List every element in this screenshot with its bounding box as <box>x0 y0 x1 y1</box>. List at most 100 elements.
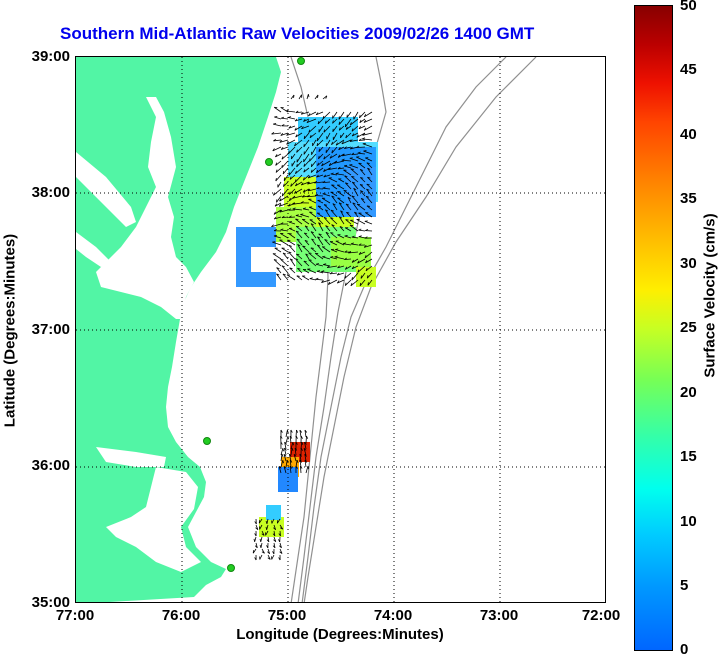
velocity-arrow-head <box>308 113 311 117</box>
velocity-arrow <box>302 269 310 274</box>
velocity-arrow <box>297 267 303 274</box>
velocity-arrow <box>296 275 303 281</box>
velocity-arrow <box>274 116 282 120</box>
velocity-arrow-head <box>325 231 329 234</box>
velocity-arrow-head <box>289 267 293 270</box>
velocity-arrow <box>342 153 352 157</box>
velocity-arrow <box>305 253 310 260</box>
velocity-vectors <box>252 94 373 561</box>
x-tick: 74:00 <box>373 607 413 624</box>
velocity-arrow-head <box>272 551 275 555</box>
y-tick: 39:00 <box>31 48 70 65</box>
velocity-arrow <box>366 272 373 279</box>
velocity-arrow <box>290 448 293 456</box>
velocity-arrow <box>308 252 317 260</box>
velocity-arrow-head <box>358 126 362 130</box>
velocity-arrow-head <box>275 154 278 158</box>
velocity-arrow-head <box>305 253 309 256</box>
velocity-arrow-head <box>286 141 289 145</box>
velocity-arrow <box>338 202 345 211</box>
velocity-arrow <box>289 258 296 267</box>
velocity-arrow-head <box>297 243 301 247</box>
velocity-arrow <box>332 111 338 119</box>
velocity-arrow <box>367 167 373 176</box>
velocity-arrow-head <box>304 459 308 463</box>
velocity-arrow-head <box>309 158 311 162</box>
velocity-arrow <box>339 226 345 232</box>
velocity-arrow <box>317 160 324 166</box>
velocity-arrow <box>303 174 310 181</box>
velocity-arrow-head <box>314 180 318 184</box>
y-tick: 35:00 <box>31 594 70 611</box>
velocity-arrow <box>281 153 289 160</box>
velocity-arrow-head <box>328 167 331 170</box>
velocity-arrow-head <box>365 260 368 264</box>
velocity-arrow-head <box>357 151 361 154</box>
velocity-arrow <box>316 111 324 116</box>
velocity-arrow-head <box>316 142 319 147</box>
velocity-arrow <box>295 167 303 174</box>
velocity-arrow <box>295 225 303 232</box>
velocity-arrow-head <box>303 163 306 167</box>
velocity-arrow <box>297 244 303 253</box>
velocity-arrow <box>330 217 338 225</box>
velocity-arrow <box>281 146 289 150</box>
velocity-arrow <box>328 167 338 170</box>
velocity-arrow-head <box>253 538 256 542</box>
velocity-arrow <box>358 236 366 239</box>
velocity-arrow <box>316 167 324 174</box>
velocity-arrow <box>322 111 331 120</box>
velocity-arrow-head <box>280 429 283 433</box>
velocity-arrow <box>304 454 307 462</box>
velocity-arrow <box>317 200 324 204</box>
velocity-arrow-head <box>282 252 287 255</box>
velocity-arrow-head <box>309 134 312 138</box>
velocity-arrow-head <box>342 153 345 157</box>
velocity-arrow <box>289 459 292 468</box>
x-tick: 72:00 <box>581 607 621 624</box>
velocity-arrow <box>280 454 283 462</box>
velocity-arrow <box>294 139 303 147</box>
velocity-arrow-head <box>282 183 285 187</box>
velocity-arrow <box>345 125 352 130</box>
velocity-arrow <box>338 153 345 158</box>
velocity-arrow-head <box>261 551 265 554</box>
velocity-arrow <box>294 258 303 267</box>
velocity-arrow <box>344 175 352 183</box>
velocity-arrow <box>279 139 289 143</box>
colorbar-tick: 0 <box>680 641 689 658</box>
velocity-arrow-head <box>358 243 362 246</box>
velocity-arrow-head <box>318 233 322 236</box>
velocity-arrow <box>305 466 309 474</box>
x-tick: 73:00 <box>479 607 519 624</box>
velocity-arrow <box>309 211 317 218</box>
velocity-arrow <box>338 118 345 125</box>
velocity-arrow <box>311 238 317 246</box>
velocity-arrow-head <box>317 205 322 207</box>
velocity-arrow-head <box>301 441 304 445</box>
velocity-arrow-head <box>318 148 320 152</box>
velocity-arrow <box>281 216 289 219</box>
velocity-arrow <box>282 252 289 260</box>
velocity-arrow <box>332 125 338 133</box>
velocity-arrow-head <box>337 154 341 158</box>
velocity-arrow-head <box>323 216 327 219</box>
velocity-arrow-head <box>267 557 271 560</box>
velocity-arrow <box>345 219 352 225</box>
velocity-arrow-head <box>282 171 285 175</box>
velocity-arrow-head <box>289 435 293 439</box>
velocity-arrow-head <box>295 230 299 233</box>
velocity-arrow-head <box>290 258 294 261</box>
velocity-arrow <box>322 181 331 183</box>
chart-title: Southern Mid-Atlantic Raw Velocities 200… <box>60 24 535 43</box>
velocity-arrow <box>335 240 345 246</box>
velocity-arrow <box>299 430 302 438</box>
velocity-arrow <box>273 123 282 127</box>
velocity-arrow <box>330 191 338 197</box>
velocity-arrow-head <box>351 235 355 238</box>
velocity-arrow-head <box>280 116 285 119</box>
x-axis-label: Longitude (Degrees:Minutes) <box>236 626 444 643</box>
velocity-arrow-head <box>280 222 284 225</box>
velocity-arrow-head <box>281 265 285 268</box>
velocity-arrow <box>324 118 331 124</box>
